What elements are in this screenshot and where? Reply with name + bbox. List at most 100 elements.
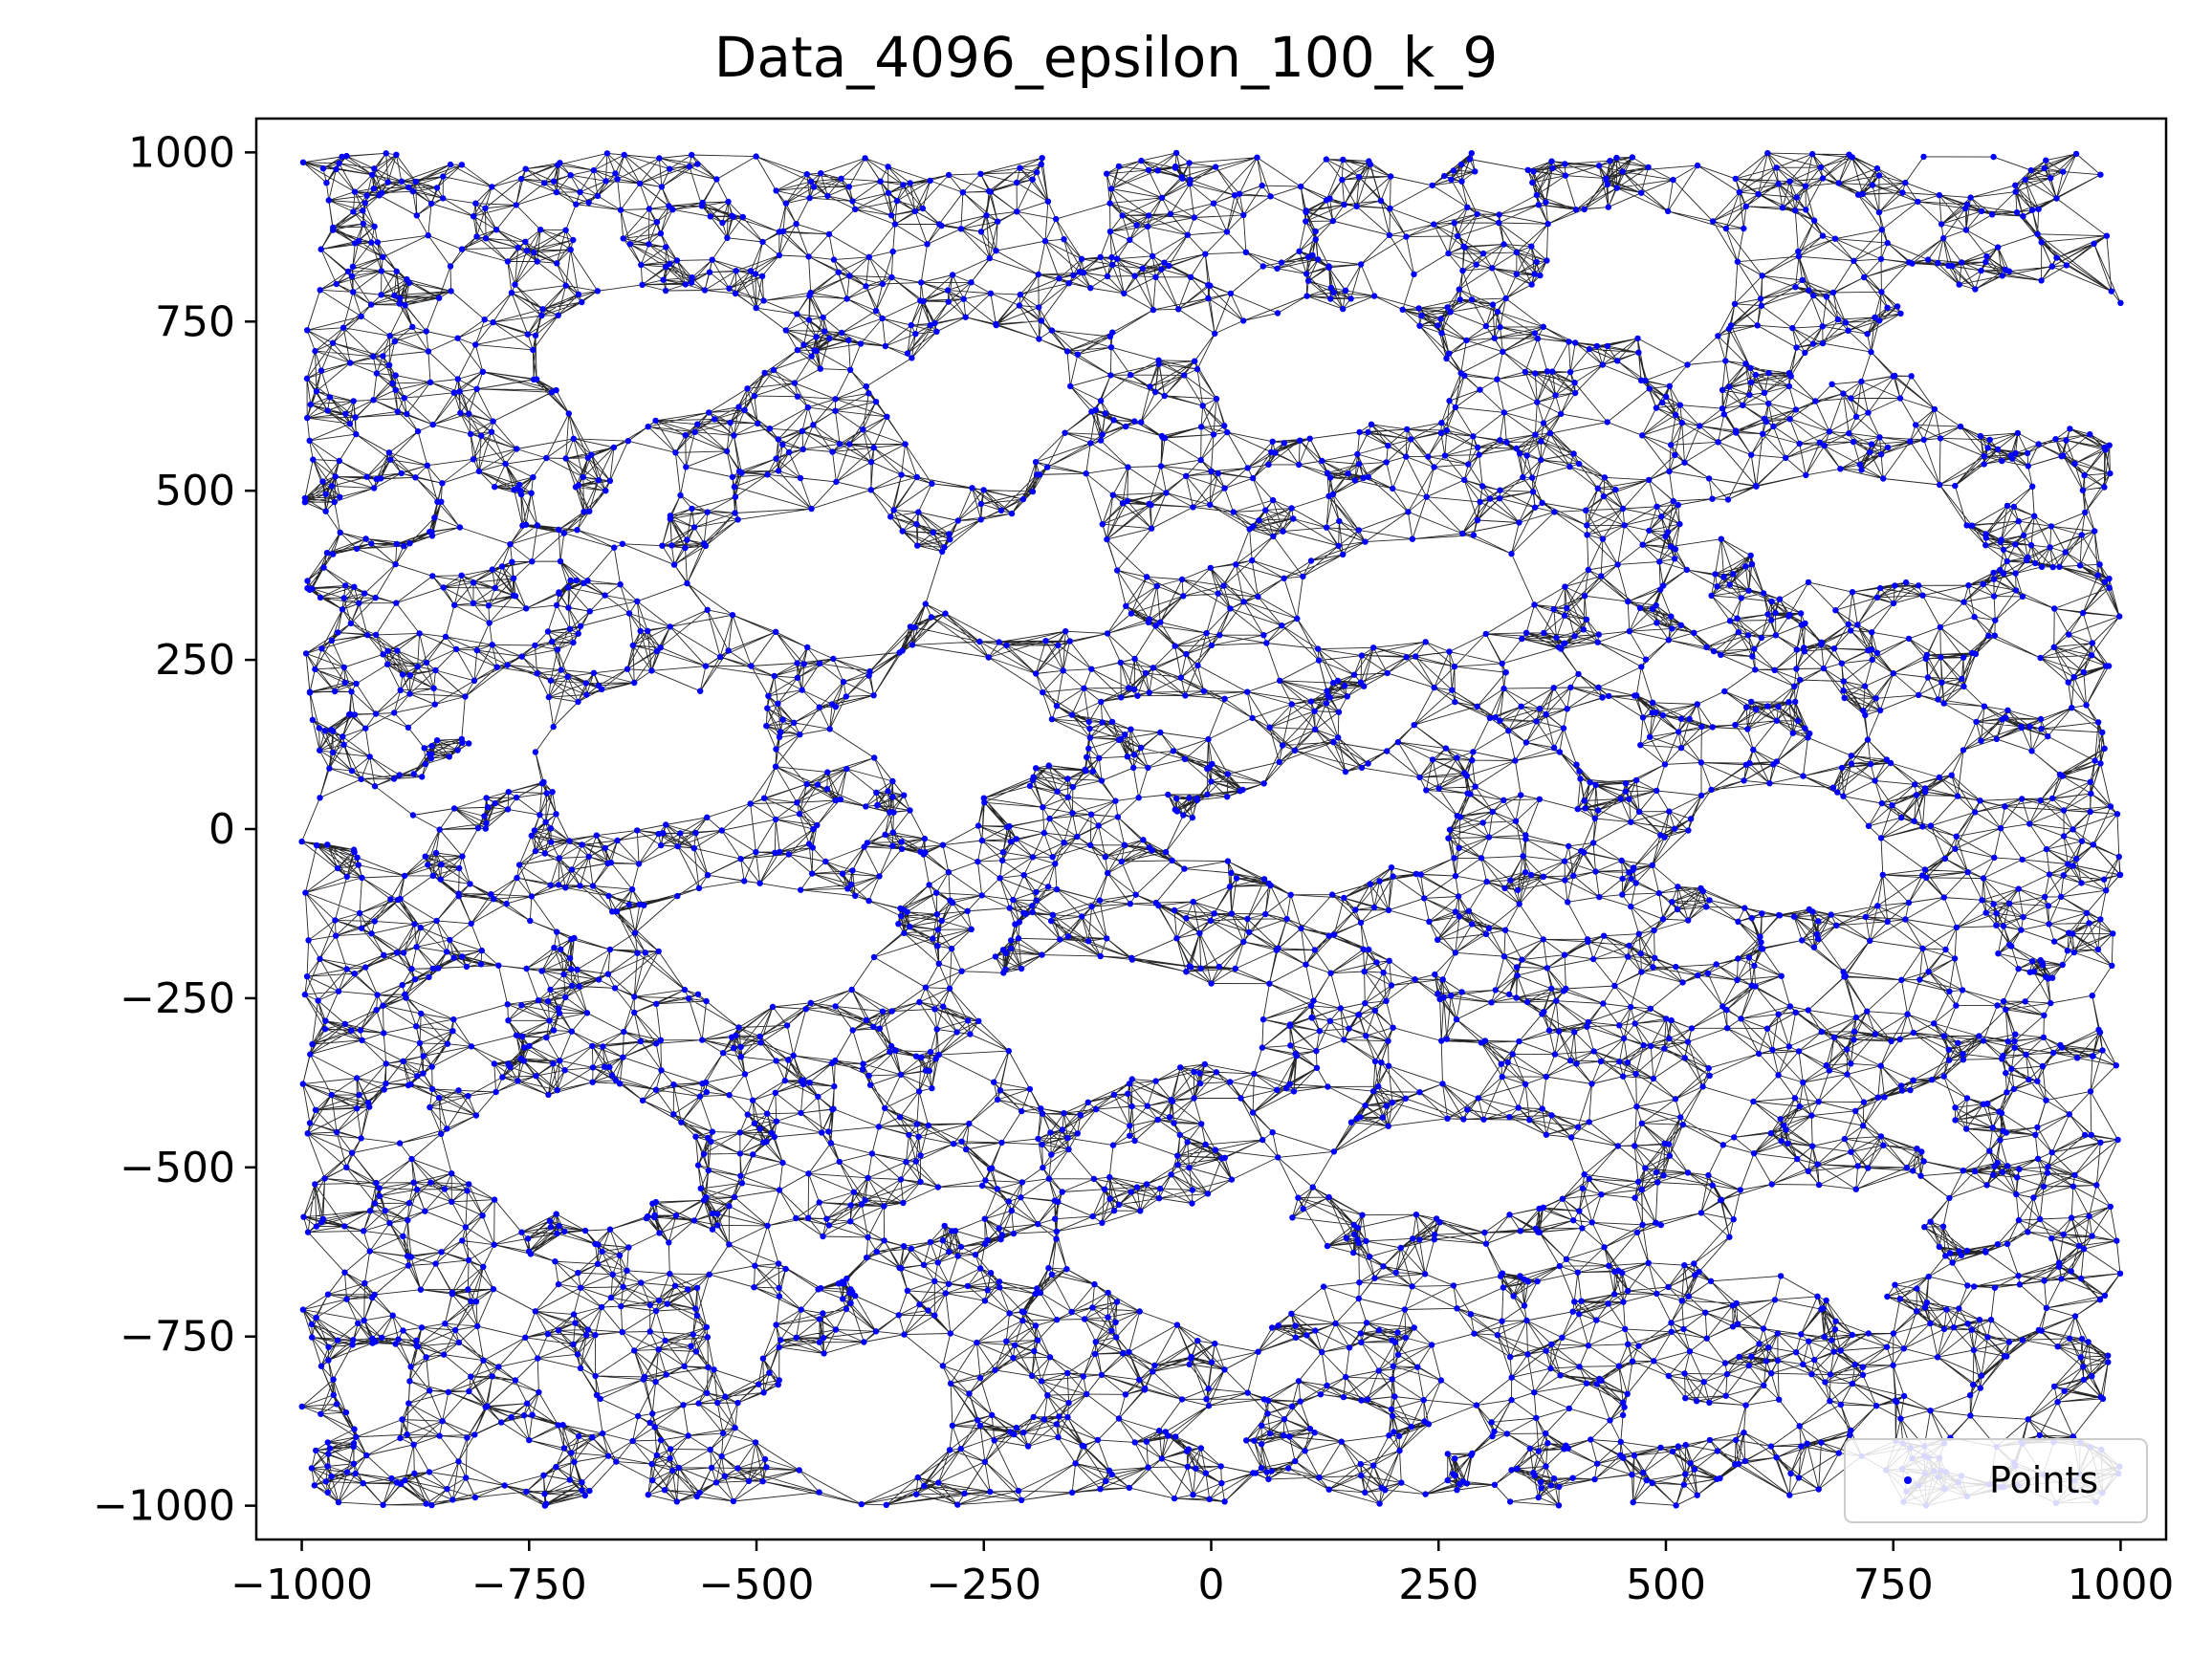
- data-point: [625, 610, 633, 617]
- data-point: [1765, 369, 1772, 377]
- data-point: [1726, 618, 1734, 624]
- data-point: [1517, 1273, 1523, 1279]
- data-point: [392, 1341, 399, 1347]
- data-point: [322, 1017, 329, 1024]
- data-point: [1184, 1463, 1192, 1471]
- data-point: [1620, 1399, 1627, 1406]
- data-point: [1684, 1038, 1692, 1045]
- data-point: [1547, 1482, 1555, 1489]
- data-point: [2034, 1155, 2042, 1163]
- data-point: [527, 1251, 535, 1257]
- data-point: [325, 1357, 332, 1364]
- data-point: [1796, 1423, 1803, 1430]
- data-point: [2029, 483, 2036, 490]
- data-point: [393, 268, 400, 274]
- data-point: [1599, 361, 1607, 368]
- data-point: [1303, 218, 1309, 225]
- data-point: [1414, 1364, 1421, 1370]
- data-point: [752, 1439, 759, 1446]
- data-point: [1498, 1060, 1505, 1067]
- data-point: [1991, 1163, 1998, 1170]
- data-point: [640, 1376, 646, 1383]
- data-point: [1237, 1095, 1244, 1102]
- data-point: [1628, 903, 1634, 910]
- data-point: [999, 947, 1007, 953]
- data-point: [1145, 1464, 1151, 1471]
- data-point: [729, 1034, 735, 1040]
- data-point: [1385, 1062, 1392, 1069]
- data-point: [1616, 1059, 1623, 1065]
- data-point: [1048, 716, 1056, 723]
- data-point: [1552, 392, 1559, 399]
- data-point: [562, 282, 569, 289]
- data-point: [1546, 430, 1554, 437]
- data-point: [1792, 1349, 1800, 1356]
- data-point: [1588, 1436, 1594, 1443]
- data-point: [1629, 154, 1636, 161]
- data-point: [900, 1243, 908, 1250]
- data-point: [977, 229, 985, 235]
- data-point: [1670, 176, 1676, 184]
- data-point: [1816, 439, 1824, 446]
- data-point: [405, 1200, 413, 1207]
- data-point: [1085, 938, 1092, 945]
- data-point: [1265, 880, 1273, 887]
- data-point: [1448, 176, 1455, 183]
- data-point: [1827, 1398, 1833, 1405]
- data-point: [782, 200, 790, 207]
- data-point: [847, 881, 855, 888]
- data-point: [1112, 797, 1119, 804]
- data-point: [1190, 898, 1196, 906]
- data-point: [1666, 808, 1673, 815]
- data-point: [839, 1278, 845, 1285]
- data-point: [2056, 563, 2063, 570]
- data-point: [483, 819, 490, 826]
- data-point: [1748, 914, 1756, 922]
- data-point: [1118, 694, 1125, 701]
- data-point: [939, 1363, 947, 1369]
- data-point: [953, 1029, 960, 1036]
- data-point: [782, 1265, 789, 1273]
- data-point: [686, 163, 693, 170]
- data-point: [312, 1106, 319, 1114]
- data-point: [2107, 1203, 2113, 1211]
- data-point: [396, 300, 403, 307]
- data-point: [1208, 642, 1216, 649]
- data-point: [1494, 376, 1500, 382]
- data-point: [1464, 790, 1471, 797]
- data-point: [1772, 632, 1780, 639]
- data-point: [796, 1467, 802, 1474]
- data-point: [1938, 221, 1945, 228]
- data-point: [1168, 1097, 1174, 1103]
- data-point: [2092, 757, 2098, 764]
- data-point: [1506, 1212, 1513, 1218]
- data-point: [582, 680, 589, 687]
- data-point: [1618, 857, 1625, 864]
- data-point: [1775, 1011, 1782, 1017]
- data-point: [1959, 987, 1966, 994]
- data-point: [791, 719, 798, 726]
- data-point: [566, 838, 573, 844]
- data-point: [1758, 939, 1764, 946]
- data-point: [457, 409, 464, 416]
- data-point: [1726, 1234, 1733, 1240]
- data-point: [1096, 754, 1103, 761]
- data-point: [816, 1339, 823, 1345]
- data-point: [1562, 161, 1568, 167]
- data-point: [816, 660, 823, 667]
- data-point: [870, 692, 877, 699]
- data-point: [945, 868, 953, 876]
- data-point: [1341, 682, 1348, 689]
- data-point: [690, 844, 697, 852]
- data-point: [1656, 558, 1663, 565]
- data-point: [1962, 227, 1970, 233]
- data-point: [1097, 398, 1105, 404]
- data-point: [393, 600, 400, 606]
- data-point: [1919, 592, 1926, 599]
- data-point: [813, 334, 820, 340]
- data-point: [1594, 485, 1602, 491]
- data-point: [1894, 303, 1901, 310]
- data-point: [337, 529, 343, 536]
- data-point: [838, 175, 844, 182]
- data-point: [491, 1196, 498, 1203]
